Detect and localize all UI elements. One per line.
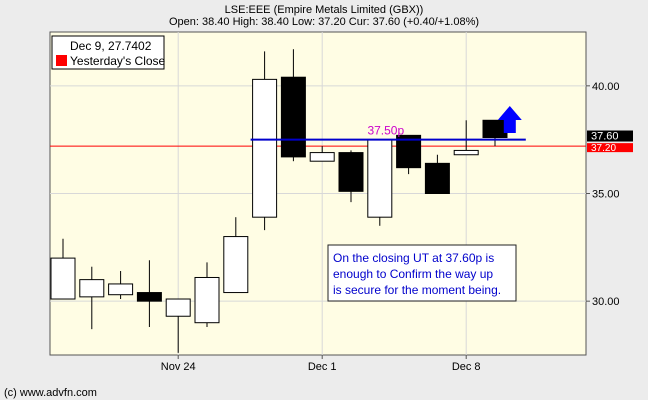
up-arrow-icon xyxy=(497,106,522,133)
current-price-label: 37.60 xyxy=(591,131,619,143)
annotation-line-3: is secure for the moment being. xyxy=(333,283,501,297)
candle-14 xyxy=(453,120,479,156)
candle-10 xyxy=(338,150,364,203)
legend-frame xyxy=(51,35,165,70)
candle-12 xyxy=(396,134,422,175)
axes: 30.00 35.00 40.00 Nov 24 Dec 1 Dec 8 xyxy=(161,81,620,373)
yesterday-close-tag xyxy=(587,143,633,153)
y-tick-label-0: 30.00 xyxy=(592,296,620,308)
legend-box: Dec 9, 27.7402 Yesterday's Close xyxy=(51,35,166,70)
candle-4 xyxy=(165,298,191,353)
candle-body-4 xyxy=(165,298,191,317)
candle-11 xyxy=(367,139,393,226)
candle-body-7 xyxy=(252,78,278,218)
candle-body-15 xyxy=(482,119,508,139)
footer-credit: (c) www.advfn.com xyxy=(4,387,97,399)
legend-date-label: Dec 9, 27.7402 xyxy=(70,39,152,53)
yesterday-close-tag-label: 37.20 xyxy=(591,143,616,154)
candle-body-8 xyxy=(280,76,306,158)
current-price-tag xyxy=(587,130,633,142)
annotation-frame xyxy=(327,244,517,302)
quote-summary: Open: 38.40 High: 38.40 Low: 37.20 Cur: … xyxy=(169,16,479,28)
candle-0 xyxy=(50,238,76,300)
candle-body-6 xyxy=(223,236,249,294)
candle-5 xyxy=(194,262,220,328)
up-arrow-shape xyxy=(497,106,522,133)
annotation-line-2: enough to Confirm the way up xyxy=(333,267,493,281)
candle-body-1 xyxy=(79,279,105,298)
candle-body-3 xyxy=(136,292,162,302)
candle-3 xyxy=(136,260,162,328)
candle-9 xyxy=(309,146,335,162)
annotation-box: On the closing UT at 37.60p is enough to… xyxy=(327,244,517,302)
x-tick-label-0: Nov 24 xyxy=(161,361,196,373)
candle-body-14 xyxy=(453,149,479,156)
candle-1 xyxy=(79,266,105,330)
candles xyxy=(50,49,508,353)
candle-6 xyxy=(223,217,249,294)
candle-body-13 xyxy=(424,162,450,194)
candle-body-9 xyxy=(309,152,335,162)
y-tick-label-2: 40.00 xyxy=(592,81,620,93)
level-line-group: 37.50p xyxy=(250,124,526,141)
candle-body-0 xyxy=(50,257,76,300)
legend-yesterday-label: Yesterday's Close xyxy=(70,54,166,68)
legend-yesterday-swatch xyxy=(56,55,67,66)
candle-13 xyxy=(424,154,450,194)
candle-body-12 xyxy=(396,134,422,169)
candle-body-10 xyxy=(338,152,364,192)
x-tick-label-1: Dec 1 xyxy=(308,361,337,373)
x-tick-label-2: Dec 8 xyxy=(452,361,481,373)
annotation-line-1: On the closing UT at 37.60p is xyxy=(333,251,494,265)
level-line-label: 37.50p xyxy=(367,124,404,138)
y-tick-label-1: 35.00 xyxy=(592,189,620,201)
chart-title: LSE:EEE (Empire Metals Limited (GBX)) xyxy=(225,4,424,16)
candle-body-11 xyxy=(367,139,393,218)
candle-body-5 xyxy=(194,276,220,324)
candle-8 xyxy=(280,49,306,162)
candle-body-2 xyxy=(108,283,134,296)
candle-2 xyxy=(108,271,134,300)
candle-7 xyxy=(252,51,278,231)
